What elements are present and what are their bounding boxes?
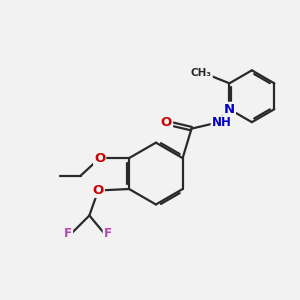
- Text: O: O: [93, 184, 104, 197]
- Text: N: N: [224, 103, 235, 116]
- Text: F: F: [64, 227, 72, 240]
- Text: F: F: [103, 227, 112, 240]
- Text: O: O: [94, 152, 105, 165]
- Text: NH: NH: [212, 116, 232, 129]
- Text: O: O: [161, 116, 172, 129]
- Text: CH₃: CH₃: [191, 68, 212, 78]
